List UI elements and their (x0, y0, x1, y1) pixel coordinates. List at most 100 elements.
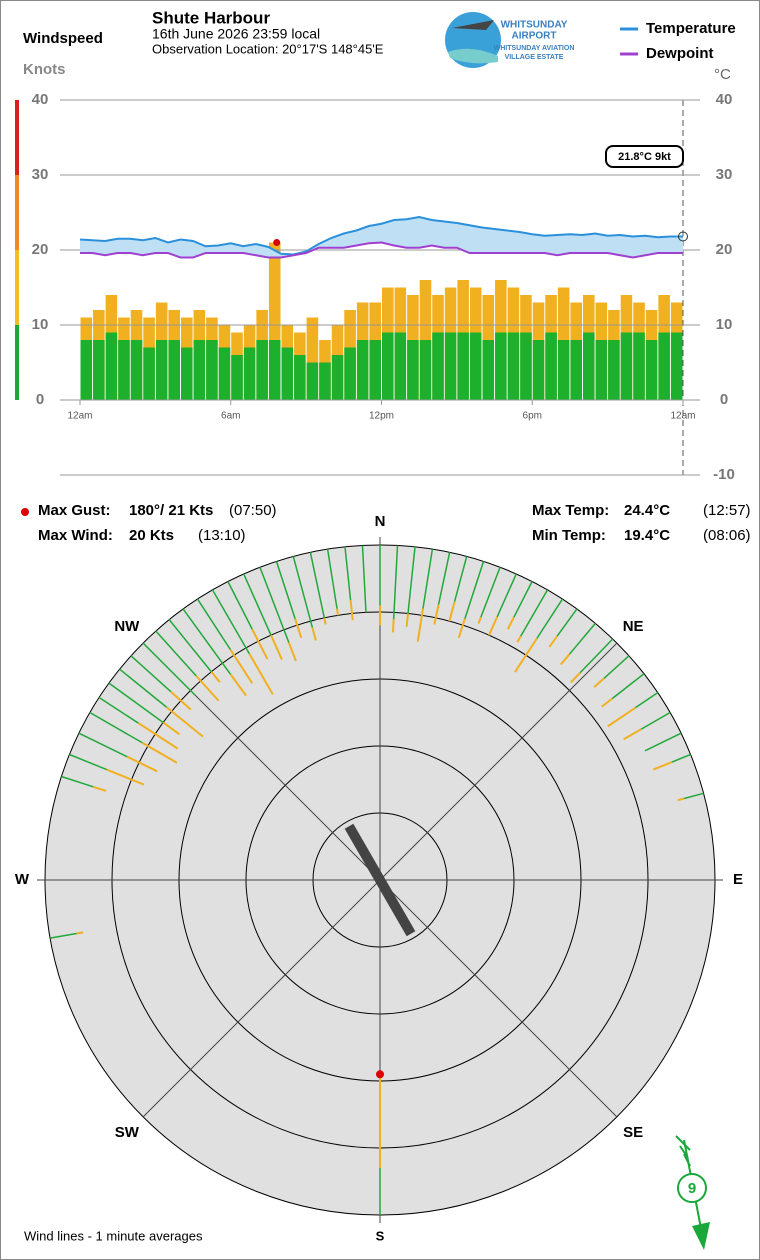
gust-line (106, 768, 145, 786)
speed-line (168, 619, 212, 673)
wind-bar (218, 347, 231, 400)
speed-line (344, 546, 352, 601)
wind-bar (118, 340, 130, 400)
speed-line (89, 711, 143, 744)
stat-label: Max Wind: (38, 527, 113, 544)
wind-bar (495, 332, 507, 400)
speed-line (119, 668, 167, 708)
wind-bar (583, 332, 595, 400)
gust-line (457, 618, 466, 639)
speed-line (275, 561, 296, 619)
wind-bar (658, 332, 670, 400)
wind-bar (130, 340, 143, 400)
speed-line (603, 655, 630, 679)
compass-label: E (733, 871, 743, 888)
speed-line (259, 566, 290, 643)
wind-bar (256, 340, 268, 400)
tooltip-text: 21.8°C 9kt (618, 151, 671, 163)
station-title: Shute Harbour (152, 8, 270, 27)
speed-line (78, 732, 128, 758)
gust-line (433, 604, 440, 625)
wind-bar (369, 340, 381, 400)
speed-line (480, 566, 501, 618)
wind-bar (143, 347, 155, 400)
gust-line (323, 617, 327, 625)
speed-line (155, 630, 197, 677)
speed-line (422, 549, 434, 609)
gust-line (126, 755, 158, 773)
wind-bar (168, 340, 180, 400)
x-tick-label: 12am (67, 411, 92, 422)
speed-badge (677, 1173, 707, 1203)
wind-bar (356, 340, 369, 400)
gust-line (601, 697, 613, 708)
speed-band (15, 100, 19, 175)
gust-line (229, 649, 254, 684)
speed-line (579, 638, 614, 674)
gust-line (548, 635, 559, 648)
gust-line (170, 690, 192, 711)
stat-time: (13:10) (198, 527, 246, 544)
wind-bar (633, 332, 645, 400)
speed-line (611, 673, 645, 700)
speed-band (15, 175, 19, 250)
wind-bar (469, 332, 482, 400)
x-tick-label: 6pm (523, 411, 542, 422)
speed-line (407, 546, 416, 614)
speed-line (437, 552, 451, 605)
y-axis-unit: Knots (23, 61, 66, 78)
legend-label: Dewpoint (646, 45, 714, 62)
stat-value: 24.4°C (624, 502, 670, 519)
logo-text: VILLAGE ESTATE (505, 54, 564, 61)
gust-line (349, 600, 354, 621)
wind-bar (206, 340, 218, 400)
y-axis-title: Windspeed (23, 30, 103, 47)
speed-line (326, 549, 338, 609)
arrow-head (692, 1222, 710, 1250)
speed-line (644, 732, 682, 752)
gust-line (391, 619, 395, 633)
gust-line (137, 722, 179, 750)
speed-line (513, 581, 533, 618)
wind-arrow: 9 (675, 1135, 710, 1250)
gust-line (287, 641, 297, 662)
speed-line (211, 589, 250, 655)
stat-label: Min Temp: (532, 527, 606, 544)
gust-line (405, 613, 410, 627)
wind-bar (93, 340, 105, 400)
wind-bar (394, 332, 407, 400)
fill-between (80, 217, 683, 258)
compass-label: SE (623, 1124, 643, 1141)
gust-line (210, 671, 221, 683)
current-speed: 9 (688, 1180, 696, 1197)
wind-bar (482, 340, 495, 400)
wind-bar (532, 340, 545, 400)
gust-line (311, 627, 317, 641)
wind-bar (432, 332, 444, 400)
speed-line (142, 642, 196, 696)
wind-bar (193, 340, 206, 400)
gust-line (560, 653, 571, 666)
wind-bar (608, 340, 620, 400)
wind-bar (181, 347, 193, 400)
wind-bar (645, 340, 658, 400)
compass-label: N (375, 513, 386, 530)
speed-line (568, 622, 596, 655)
logo-text: WHITSUNDAY (501, 20, 568, 31)
y-tick-label: 30 (32, 166, 49, 183)
speed-band (15, 250, 19, 325)
speed-band (15, 325, 19, 400)
stat-label: Max Temp: (532, 502, 609, 519)
gust-line (336, 608, 340, 616)
footnote: Wind lines - 1 minute averages (24, 1228, 203, 1243)
speed-line (292, 556, 314, 628)
wind-bar (281, 347, 294, 400)
wind-bar (557, 340, 570, 400)
gust-line (514, 637, 538, 673)
wind-bar (319, 362, 331, 400)
wind-bar (382, 332, 394, 400)
wind-bar (344, 347, 356, 400)
max-gust-point (273, 239, 281, 246)
